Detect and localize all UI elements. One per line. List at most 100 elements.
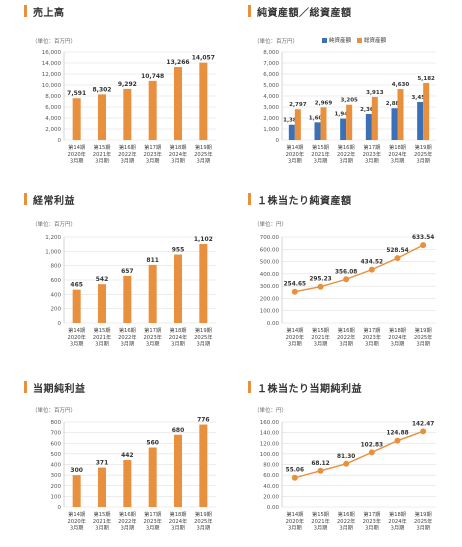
panel-bps: １株当たり純資産額 （単位：円） 0.00 100.00 200.00 300.00 4… xyxy=(248,192,458,360)
x-tick-label: 2021年 xyxy=(311,333,329,341)
legend-item-net-assets: 純資産額 xyxy=(322,36,351,44)
x-tick-label: 3月期 xyxy=(365,158,379,165)
y-tick-label: 40.00 xyxy=(263,484,279,490)
y-tick-label: 1,000 xyxy=(45,249,61,255)
x-tick-label: 2025年 xyxy=(414,517,432,525)
unit-label: （単位：百万円） xyxy=(32,222,77,228)
bar xyxy=(72,98,81,140)
bar xyxy=(123,88,132,140)
x-tick-label: 第16期 xyxy=(338,510,355,518)
data-point xyxy=(343,276,350,283)
x-tick-label: 3月期 xyxy=(146,341,160,348)
bar-total-assets xyxy=(423,82,430,140)
x-tick-label: 2021年 xyxy=(311,150,329,158)
y-tick-label: 4,000 xyxy=(45,116,61,122)
x-tick-label: 第17期 xyxy=(363,143,380,151)
panel-ordinary: 経常利益 （単位：百万円） 0 200 400 600 800 1,000 1,200 第14… xyxy=(24,192,224,360)
y-tick-label: 20.00 xyxy=(263,494,279,500)
x-tick-label: 2020年 xyxy=(67,150,85,158)
x-tick-label: 3月期 xyxy=(171,525,185,532)
x-tick-label: 第15期 xyxy=(312,326,329,334)
x-tick-label: 3月期 xyxy=(171,158,185,165)
chart-assets: 0 1,000 2,000 3,000 4,000 5,000 6,000 7,000 8,00… xyxy=(263,50,436,165)
data-label: 3,457 xyxy=(411,95,429,101)
x-tick-label: 2023年 xyxy=(363,333,381,341)
data-label: 3,913 xyxy=(366,90,384,96)
x-tick-label: 3月期 xyxy=(339,525,353,532)
x-tick-label: 第18期 xyxy=(170,510,187,518)
x-tick-label: 第18期 xyxy=(389,326,406,334)
y-tick-label: 2,000 xyxy=(263,116,279,122)
x-tick-label: 2024年 xyxy=(388,150,406,158)
data-label: 1,387 xyxy=(283,118,301,124)
data-label: 300 xyxy=(70,467,83,474)
x-tick-label: 3月期 xyxy=(314,525,328,532)
chart-ordinary: 02004006008001,0001,200第14期2020年3月期第15期2… xyxy=(45,235,216,348)
x-tick-label: 2020年 xyxy=(286,150,304,158)
data-label: 1,608 xyxy=(309,115,327,121)
y-tick-label: 3,000 xyxy=(263,105,279,111)
data-point xyxy=(291,474,298,481)
x-tick-label: 3月期 xyxy=(196,341,210,348)
x-tick-label: 3月期 xyxy=(146,525,160,532)
y-tick-label: 200 xyxy=(51,484,62,490)
y-tick-label: 80.00 xyxy=(263,463,279,469)
x-tick-label: 2023年 xyxy=(363,150,381,158)
x-tick-label: 3月期 xyxy=(95,341,109,348)
x-tick-label: 3月期 xyxy=(288,158,302,165)
y-tick-label: 60.00 xyxy=(263,473,279,479)
data-label: 124.88 xyxy=(386,431,408,437)
x-tick-label: 3月期 xyxy=(95,525,109,532)
data-point xyxy=(317,467,324,474)
data-label: 13,266 xyxy=(166,59,189,66)
x-tick-label: 2024年 xyxy=(169,333,187,341)
x-tick-label: 3月期 xyxy=(70,158,84,165)
y-tick-label: 700 xyxy=(51,431,62,437)
x-tick-label: 2025年 xyxy=(414,150,432,158)
x-tick-label: 第16期 xyxy=(119,510,136,518)
x-tick-label: 第17期 xyxy=(363,510,380,518)
x-tick-label: 3月期 xyxy=(120,525,134,532)
x-tick-label: 3月期 xyxy=(196,158,210,165)
x-tick-label: 第18期 xyxy=(170,143,187,151)
data-label: 102.83 xyxy=(361,442,383,448)
panel-title-text: １株当たり純資産額 xyxy=(257,195,352,207)
x-tick-label: 第19期 xyxy=(195,510,212,518)
x-tick-label: 第17期 xyxy=(363,326,380,334)
x-tick-label: 第18期 xyxy=(389,143,406,151)
data-point xyxy=(368,266,375,273)
y-tick-label: 300 xyxy=(51,473,62,479)
x-tick-label: 第16期 xyxy=(338,143,355,151)
x-tick-label: 3月期 xyxy=(95,158,109,165)
legend-item-total-assets: 総資産額 xyxy=(357,36,386,44)
panel-title: 当期純利益 xyxy=(24,380,86,395)
chart-netincome: 0100200300400500600700800第14期2020年3月期第15… xyxy=(51,417,216,532)
x-tick-label: 第15期 xyxy=(94,143,111,151)
data-label: 142.47 xyxy=(412,421,434,427)
chart-eps: 0.00 20.00 40.00 60.00 80.00 100.00 120.00 140.… xyxy=(260,420,436,532)
y-tick-label: 140.00 xyxy=(260,431,280,437)
data-label: 2,969 xyxy=(315,100,333,106)
x-tick-label: 2022年 xyxy=(337,150,355,158)
x-tick-label: 第15期 xyxy=(94,510,111,518)
bar xyxy=(98,284,106,323)
bar xyxy=(174,67,182,140)
bar-net-assets xyxy=(314,122,321,140)
data-point xyxy=(420,242,427,249)
bar xyxy=(199,424,208,507)
y-tick-label: 100.00 xyxy=(260,309,280,315)
x-tick-label: 第19期 xyxy=(415,143,432,151)
x-tick-label: 2020年 xyxy=(286,517,304,525)
data-point xyxy=(394,255,401,262)
data-label: 442 xyxy=(121,452,134,459)
x-tick-label: 2024年 xyxy=(388,517,406,525)
bar-net-assets xyxy=(365,113,372,140)
y-tick-label: 300.00 xyxy=(260,284,280,290)
panel-title: １株当たり純資産額 xyxy=(248,192,352,207)
x-tick-label: 3月期 xyxy=(196,525,210,532)
data-label: 465 xyxy=(70,282,83,289)
bar xyxy=(174,434,182,507)
x-tick-label: 2024年 xyxy=(169,517,187,525)
data-label: 560 xyxy=(146,440,159,447)
y-tick-label: 200 xyxy=(51,307,62,313)
